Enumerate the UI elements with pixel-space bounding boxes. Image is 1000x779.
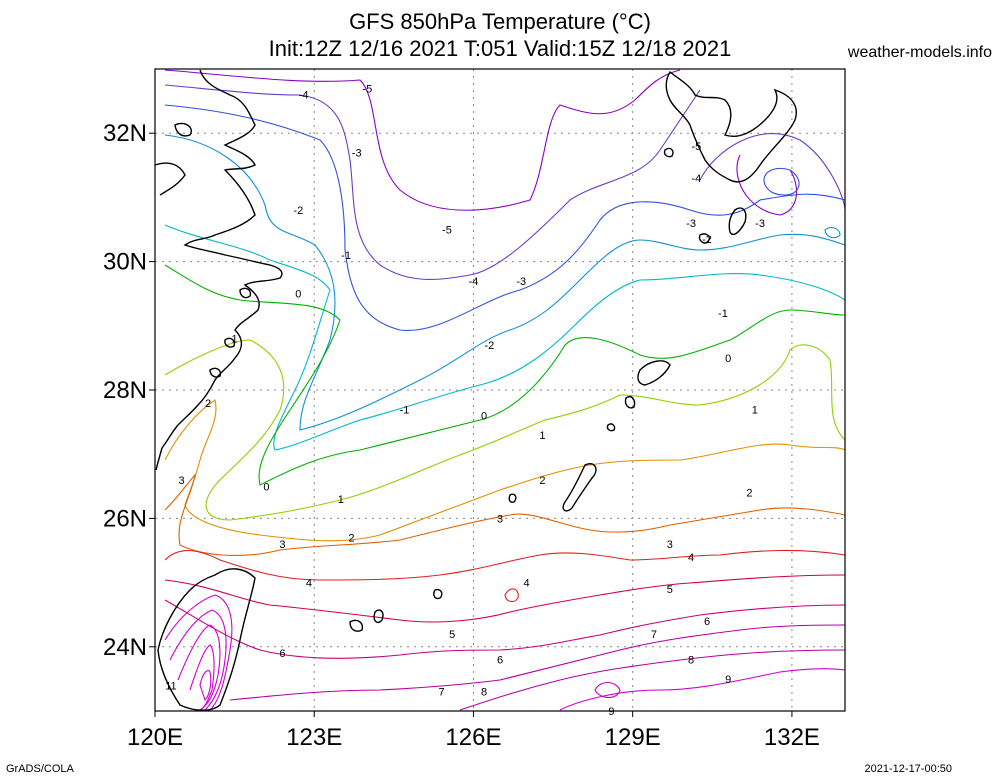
contour-label: 0 (263, 481, 269, 493)
contour-label: 3 (178, 475, 184, 487)
isotherm-pos9 (559, 668, 845, 711)
contour-label: 8 (481, 687, 487, 699)
footer-timestamp: 2021-12-17-00:50 (864, 763, 952, 775)
isotherm-pos4-b (504, 588, 519, 603)
contour-label: -1 (718, 308, 728, 320)
contour-label: 3 (279, 539, 285, 551)
taiwan-warm-core (164, 594, 233, 711)
contour-label: 2 (539, 475, 545, 487)
contour-label: 6 (497, 655, 503, 667)
contour-label: -4 (469, 276, 479, 288)
isotherm-neg3 (164, 104, 761, 332)
contour-label: 4 (306, 578, 312, 590)
contour-label: 0 (481, 411, 487, 423)
footer-software: GrADS/COLA (6, 763, 74, 775)
isotherm-neg2-b (824, 226, 841, 239)
contour-label: 6 (704, 616, 710, 628)
isotherm-pos6 (164, 599, 845, 659)
contour-label: -3 (755, 218, 765, 230)
coastline-layer (155, 69, 797, 711)
isotherm-neg5 (164, 69, 681, 211)
contour-label: 2 (348, 533, 354, 545)
contour-label: 4 (688, 552, 694, 564)
isotherm-pos8 (459, 649, 845, 711)
contour-layer (164, 69, 845, 711)
contour-label: -5 (691, 141, 701, 153)
contour-label: 1 (539, 430, 545, 442)
isotherm-neg4-b (699, 133, 845, 211)
lat-tick-label: 28N (103, 377, 147, 404)
contour-label: -2 (484, 340, 494, 352)
ryukyu-okinawa (562, 463, 597, 512)
contour-label: 1 (752, 404, 758, 416)
contour-label: -3 (516, 276, 526, 288)
axis-tick-layer: 120E 123E 126E 129E 132E 24N 26N 28N 30N 32N (103, 120, 820, 751)
lon-tick-label: 126E (445, 724, 501, 751)
contour-label: -4 (691, 173, 701, 185)
contour-label-layer: -5 -4 -3 -2 -1 0 1 2 3 -5 -4 -3 -2 -1 0 1 2 3 0 1 2 3 4 4 5 6 6 7 8 9… (165, 83, 765, 718)
contour-label: 0 (295, 289, 301, 301)
isotherm-neg1 (164, 224, 845, 451)
contour-label: 6 (279, 648, 285, 660)
lat-tick-label: 32N (103, 120, 147, 147)
yangtze-mouth (155, 162, 186, 196)
contour-label: 2 (746, 488, 752, 500)
contour-label: 11 (165, 680, 176, 692)
contour-label: 1 (232, 334, 238, 346)
contour-label: 0 (725, 353, 731, 365)
isotherm-neg5-b (736, 154, 798, 216)
ryukyu-amami (606, 360, 671, 432)
contour-label: -3 (352, 147, 362, 159)
contour-label: 2 (205, 398, 211, 410)
contour-label: 7 (439, 687, 445, 699)
contour-label: -5 (442, 225, 452, 237)
lon-tick-label: 132E (764, 724, 820, 751)
ryukyu-yaeyama (349, 493, 517, 632)
contour-label: 3 (497, 513, 503, 525)
chart-subtitle: Init:12Z 12/16 2021 T:051 Valid:15Z 12/1… (268, 36, 732, 61)
contour-label: 7 (651, 629, 657, 641)
isotherm-pos1 (164, 339, 845, 521)
china-coast (155, 69, 283, 471)
contour-label: -2 (702, 234, 712, 246)
isotherm-pos3 (164, 473, 845, 556)
contour-label: 1 (338, 494, 344, 506)
contour-label: 4 (523, 578, 529, 590)
chart-title: GFS 850hPa Temperature (°C) (349, 9, 651, 34)
contour-label: 9 (725, 674, 731, 686)
isotherm-neg3-c (763, 167, 800, 196)
contour-label: -1 (400, 404, 410, 416)
lon-tick-label: 129E (605, 724, 661, 751)
contour-label: -2 (293, 205, 303, 217)
site-credit: weather-models.info (847, 44, 992, 61)
isotherm-pos5 (164, 574, 845, 623)
contour-label: -3 (686, 218, 696, 230)
taiwan (157, 568, 256, 711)
isotherm-pos2 (164, 399, 845, 542)
osumi-islands (663, 147, 747, 244)
isotherm-pos4 (164, 549, 845, 581)
lon-tick-label: 123E (286, 724, 342, 751)
china-coast-islands (174, 122, 252, 378)
isotherm-neg3-b (759, 193, 845, 201)
kyushu (665, 70, 797, 183)
contour-label: 9 (608, 706, 614, 718)
contour-label: 8 (688, 655, 694, 667)
lat-tick-label: 26N (103, 505, 147, 532)
isotherm-neg4 (164, 84, 701, 280)
contour-label: -4 (299, 90, 309, 102)
isotherm-zero (164, 264, 845, 486)
contour-label: -5 (362, 83, 372, 95)
lat-tick-label: 30N (103, 249, 147, 276)
lon-tick-label: 120E (127, 724, 183, 751)
isotherm-pos9-b (594, 681, 621, 699)
contour-label: 5 (667, 584, 673, 596)
contour-label: 3 (667, 539, 673, 551)
contour-label: -1 (341, 250, 351, 262)
contour-label: 5 (449, 629, 455, 641)
lat-tick-label: 24N (103, 634, 147, 661)
isotherm-pos7 (229, 624, 845, 701)
isotherm-neg2 (164, 134, 845, 431)
